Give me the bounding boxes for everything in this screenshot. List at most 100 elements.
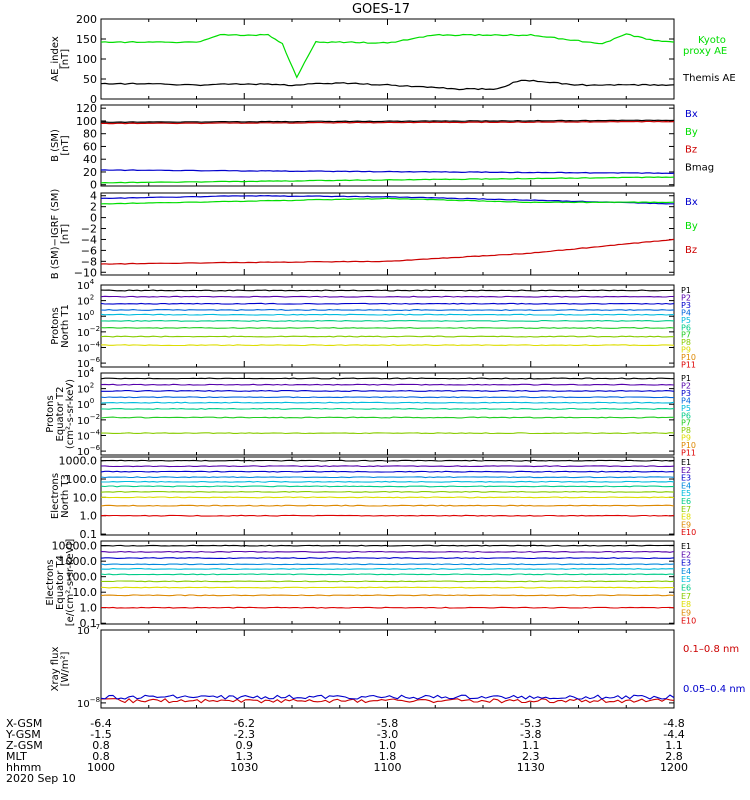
ephemeris-value: -3.8 — [520, 728, 542, 741]
panel-frame-1 — [100, 18, 675, 100]
series-1-2 — [100, 79, 675, 91]
ephemeris-value: -6.4 — [90, 717, 112, 730]
y-axis-1: 0 50 100 150 200 — [76, 13, 674, 106]
xray-legend-1: 0.1–0.8 nm — [683, 644, 739, 655]
ephemeris-value: 2.8 — [665, 750, 683, 763]
panel2-ylabel-2: [nT] — [60, 135, 71, 155]
channel-label-4-9: P9 — [681, 346, 691, 355]
channel-label-6-1: E1 — [681, 458, 691, 467]
legend-1-1: Kyoto — [698, 35, 726, 46]
y-tick-label: −4 — [81, 233, 97, 246]
y-tick-label: 102 — [77, 382, 94, 396]
channel-7-5 — [100, 567, 675, 570]
x-minor-ticks-5 — [100, 373, 675, 455]
channel-4-1 — [100, 289, 675, 292]
channel-5-7 — [100, 416, 674, 419]
legend-3-1: Bx — [685, 197, 698, 208]
ephemeris-value: 1.8 — [378, 750, 397, 763]
channel-label-7-4: E4 — [681, 567, 691, 576]
channel-label-7-9: E9 — [681, 608, 691, 617]
channel-label-7-5: E5 — [681, 575, 691, 584]
y-tick-label: 104 — [77, 366, 95, 380]
channel-label-6-10: E10 — [681, 528, 696, 537]
channel-label-6-7: E7 — [681, 505, 691, 514]
ephemeris-value: 1.3 — [235, 750, 254, 763]
series-1-1 — [100, 33, 675, 79]
channel-4-6 — [100, 319, 675, 322]
panel5-ylabel-2: Equator T2 — [55, 387, 66, 442]
channel-label-5-1: P1 — [681, 374, 691, 383]
y-tick-label: 10.0 — [73, 586, 98, 599]
y-tick-label: 100.0 — [66, 473, 98, 486]
legend-2-3: Bz — [685, 145, 697, 156]
panel7-ylabel-2: Equator T4 — [55, 555, 66, 610]
ephemeris-value: -5.8 — [376, 717, 399, 730]
mlt-label: MLT — [6, 750, 27, 763]
y-tick-label: 100 — [77, 397, 94, 411]
y-tick-label: 20 — [83, 166, 97, 179]
y-tick-label: −6 — [81, 244, 97, 257]
channel-label-5-11: P11 — [681, 449, 696, 458]
channel-label-4-3: P3 — [681, 301, 691, 310]
y-tick-label: 1.0 — [80, 510, 98, 523]
series-3-1 — [100, 194, 674, 205]
ephemeris-value: 1130 — [516, 761, 545, 774]
channel-4-5 — [100, 313, 675, 316]
y-tick-label: 100 — [76, 53, 97, 66]
channel-label-5-7: P7 — [681, 419, 691, 428]
legend-2-4: Bmag — [685, 162, 714, 173]
y-tick-label: 100.0 — [66, 571, 98, 584]
channel-label-4-6: P6 — [681, 323, 691, 332]
ephemeris-value: -2.3 — [233, 728, 255, 741]
panel6-ylabel-2: North T3 — [60, 474, 71, 518]
panel7-ylabel-1: Electrons — [45, 559, 56, 605]
channel-6-5 — [101, 480, 675, 483]
channel-label-7-8: E8 — [681, 600, 691, 609]
ygsm-label: Y-GSM — [6, 728, 41, 741]
y-tick-label: 4 — [90, 190, 97, 203]
channel-label-4-7: P7 — [681, 331, 691, 340]
panel5-ylabel-3: (cm²-s-sr-keV) — [65, 379, 76, 449]
channel-label-5-6: P6 — [681, 411, 691, 420]
y-tick-label: 40 — [83, 153, 97, 166]
panel3-ylabel-1: B (SM)−IGRF (SM) — [50, 189, 61, 280]
hhmm-label: hhmm — [6, 761, 42, 774]
legend-3-3: Bz — [685, 245, 697, 256]
x-minor-ticks-2 — [100, 105, 675, 186]
panel-frame-6 — [100, 456, 675, 536]
channel-label-4-11: P11 — [681, 361, 696, 370]
y-tick-label: 10−4 — [77, 340, 101, 354]
channel-label-4-1: P1 — [681, 286, 691, 295]
channel-5-6 — [100, 407, 675, 410]
channel-7-3 — [100, 557, 675, 560]
channel-label-6-4: E4 — [681, 481, 691, 490]
channel-5-2 — [100, 383, 675, 386]
panel4-ylabel-2: North T1 — [60, 304, 71, 348]
y-tick-label: 10−7 — [77, 623, 100, 637]
ephemeris-value: -5.3 — [520, 717, 542, 730]
channel-6-7 — [100, 490, 675, 493]
y-tick-label: 10.0 — [73, 491, 98, 504]
channel-6-3 — [100, 470, 674, 473]
y-tick-label: 10−6 — [77, 444, 101, 458]
y-tick-label: 10000.0 — [52, 540, 98, 553]
y-tick-label: 0 — [90, 179, 97, 192]
ephemeris-value: -4.4 — [663, 728, 685, 741]
x-minor-ticks-6 — [100, 457, 675, 535]
series-3-2 — [100, 197, 675, 205]
y-tick-label: 50 — [83, 73, 97, 86]
y-tick-label: 10−2 — [77, 413, 100, 427]
channel-4-7 — [100, 327, 675, 329]
y-tick-label: 104 — [77, 278, 95, 292]
ephemeris-value: 1.0 — [378, 739, 397, 752]
panel8-ylabel-2: [W/m²] — [60, 651, 71, 686]
xgsm-label: X-GSM — [6, 717, 43, 730]
channel-label-5-9: P9 — [681, 434, 691, 443]
x-minor-ticks-1 — [100, 19, 675, 99]
panel3-ylabel-2: [nT] — [60, 224, 71, 244]
ephemeris-value: -1.5 — [90, 728, 112, 741]
channel-6-1 — [100, 459, 675, 462]
panel8-ylabel-1: Xray flux — [50, 647, 61, 692]
channel-label-4-4: P4 — [681, 308, 691, 317]
